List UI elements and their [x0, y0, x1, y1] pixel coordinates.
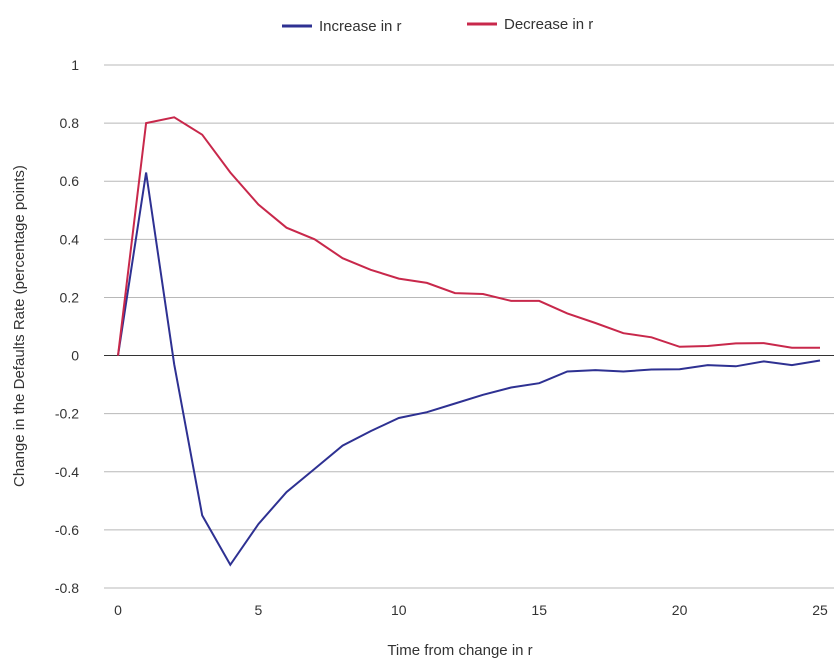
series-line-decrease	[117, 116, 820, 356]
y-tick-label: 0.2	[60, 289, 80, 305]
y-tick-label: 0.8	[60, 115, 80, 131]
y-tick-label: 0.4	[60, 231, 80, 247]
y-tick-label: 0	[71, 348, 79, 364]
grid-lines	[104, 64, 834, 589]
y-tick-labels: 1 0.8 0.6 0.4 0.2 0 -0.2 -0.4 -0.6 -0.8	[55, 57, 79, 596]
legend-label-decrease: Decrease in r	[504, 16, 593, 33]
legend: Increase in r Decrease in r	[282, 16, 593, 35]
x-tick-label: 20	[672, 602, 688, 618]
y-tick-label: 1	[71, 57, 79, 73]
series-line-increase	[117, 172, 821, 567]
y-tick-label: -0.4	[55, 464, 79, 480]
x-tick-label: 5	[255, 602, 263, 618]
legend-item-decrease: Decrease in r	[467, 16, 593, 33]
x-tick-label: 10	[391, 602, 407, 618]
legend-label-increase: Increase in r	[319, 18, 402, 35]
y-tick-label: -0.8	[55, 580, 79, 596]
y-tick-label: -0.6	[55, 522, 79, 538]
y-tick-label: -0.2	[55, 406, 79, 422]
y-axis-title: Change in the Defaults Rate (percentage …	[11, 165, 28, 487]
x-tick-labels: 0 5 10 15 20 25	[114, 602, 828, 618]
x-tick-label: 0	[114, 602, 122, 618]
y-tick-label: 0.6	[60, 173, 80, 189]
legend-item-increase: Increase in r	[282, 18, 402, 35]
x-axis-title: Time from change in r	[387, 642, 532, 659]
x-tick-label: 15	[531, 602, 547, 618]
x-tick-label: 25	[812, 602, 828, 618]
series-lines	[117, 116, 821, 567]
